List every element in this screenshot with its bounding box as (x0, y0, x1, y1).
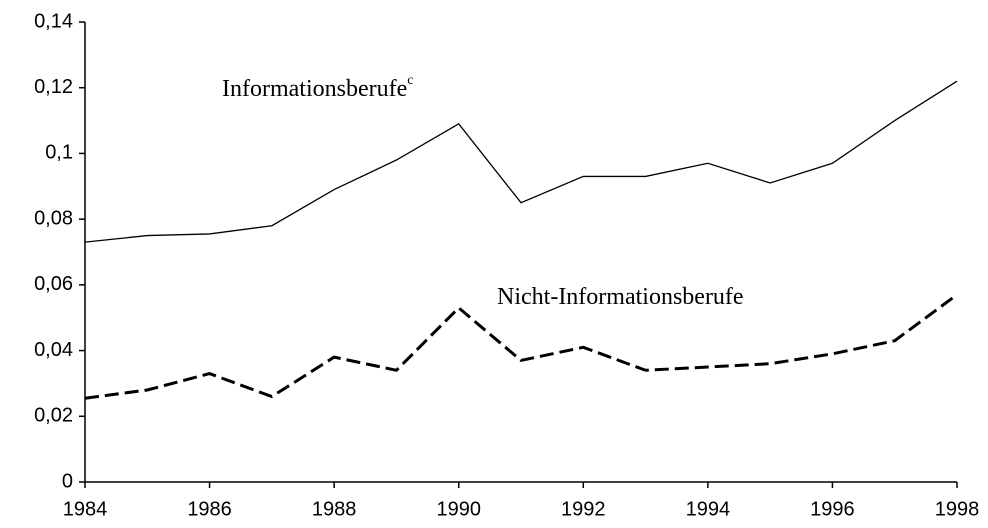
series-line (84, 80, 958, 243)
y-tick-label: 0,06 (34, 273, 73, 295)
x-tick-label: 1994 (686, 498, 731, 520)
series-line (84, 293, 958, 400)
x-tick-label: 1990 (436, 498, 481, 520)
footnote-mark: c (407, 73, 413, 88)
y-tick-label: 0,04 (34, 339, 73, 361)
x-tick-label: 1996 (810, 498, 855, 520)
y-tick-label: 0,1 (45, 142, 73, 164)
x-tick-label: 1986 (187, 498, 232, 520)
series-label: Nicht-Informationsberufe (497, 284, 744, 310)
series-label: Informationsberufec (222, 73, 413, 101)
x-tick-label: 1984 (63, 498, 108, 520)
x-tick-label: 1988 (312, 498, 357, 520)
x-tick-label: 1992 (561, 498, 606, 520)
series-name: Informationsberufe (222, 76, 407, 102)
y-tick-label: 0,12 (34, 76, 73, 98)
series-name: Nicht-Informationsberufe (497, 284, 744, 310)
x-tick-label: 1998 (935, 498, 980, 520)
y-tick-label: 0,02 (34, 405, 73, 427)
y-tick-label: 0,14 (34, 10, 73, 32)
y-tick-label: 0 (62, 470, 73, 492)
y-tick-label: 0,08 (34, 207, 73, 229)
